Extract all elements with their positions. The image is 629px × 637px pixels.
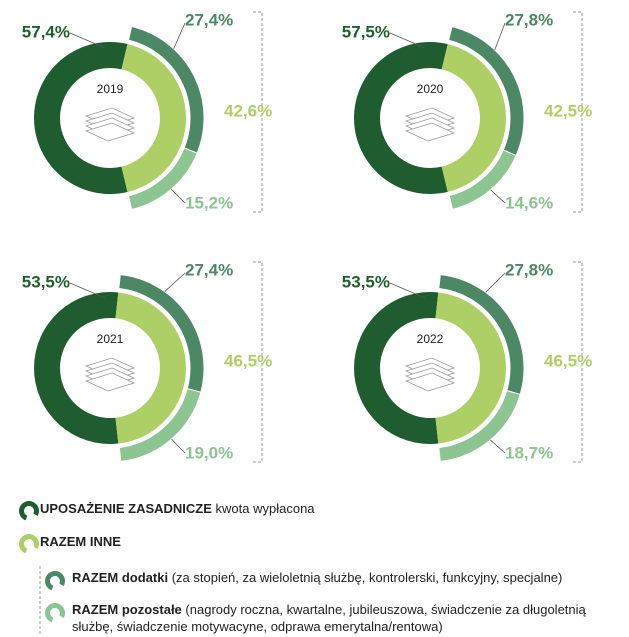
donut-panel: 57,4% 27,4% 42,6% 15,2% 2019 <box>22 10 272 212</box>
leader-line <box>490 440 505 453</box>
year-label: 2020 <box>417 82 444 96</box>
legend-icon <box>44 602 66 624</box>
donut-panel: 57,5% 27,8% 42,5% 14,6% 2020 <box>342 10 592 212</box>
leader-line <box>171 439 185 453</box>
legend-note: kwota wypłacona <box>216 501 315 516</box>
legend-item: UPOSAŻENIE ZASADNICZE kwota wypłacona <box>40 500 620 517</box>
legend-swatch <box>19 501 39 520</box>
value-label: 27,8% <box>505 260 553 279</box>
donut-panel: 53,5% 27,8% 46,5% 18,7% 2022 <box>342 260 592 462</box>
legend-item: RAZEM dodatki (za stopień, za wieloletni… <box>72 569 620 586</box>
value-label: 18,7% <box>505 443 553 462</box>
legend-name: RAZEM pozostałe <box>72 602 182 617</box>
legend-icon <box>44 570 66 592</box>
value-label: 46,5% <box>224 351 272 370</box>
value-label: 57,5% <box>342 22 390 41</box>
donut-panel: 53,5% 27,4% 46,5% 19,0% 2021 <box>22 260 272 462</box>
value-label: 53,5% <box>22 272 70 291</box>
value-label: 15,2% <box>185 193 233 212</box>
value-label: 14,6% <box>505 193 553 212</box>
leader-line <box>486 273 505 292</box>
value-label: 27,4% <box>185 260 233 279</box>
legend-item: RAZEM INNE <box>40 533 620 550</box>
page: 57,4% 27,4% 42,6% 15,2% 2019 57,5% 27,8% 42,5% 1… <box>0 0 629 637</box>
value-label: 42,6% <box>224 101 272 120</box>
value-label: 53,5% <box>342 272 390 291</box>
value-label: 46,5% <box>544 351 592 370</box>
legend-note: (za stopień, za wieloletnią służbę, kont… <box>172 570 563 585</box>
value-label: 27,8% <box>505 10 553 29</box>
legend-name: UPOSAŻENIE ZASADNICZE <box>40 501 212 516</box>
legend-icon <box>18 533 40 555</box>
legend-icon <box>18 500 40 522</box>
legend-swatch <box>45 603 65 622</box>
leader-line <box>174 23 185 49</box>
leader-line <box>491 190 505 203</box>
value-label: 19,0% <box>185 443 233 462</box>
year-label: 2019 <box>97 82 124 96</box>
leader-line <box>495 23 505 50</box>
legend-item: RAZEM pozostałe (nagrody roczna, kwartal… <box>72 601 620 635</box>
leader-line <box>171 189 185 203</box>
legend-name: RAZEM INNE <box>40 534 121 549</box>
value-label: 57,4% <box>22 22 70 41</box>
legend-swatch <box>45 571 65 590</box>
year-label: 2022 <box>417 332 444 346</box>
legend-name: RAZEM dodatki <box>72 570 168 585</box>
legend-swatch <box>19 534 39 553</box>
value-label: 42,5% <box>544 101 592 120</box>
leader-line <box>165 273 185 292</box>
value-label: 27,4% <box>185 10 233 29</box>
year-label: 2021 <box>97 332 124 346</box>
